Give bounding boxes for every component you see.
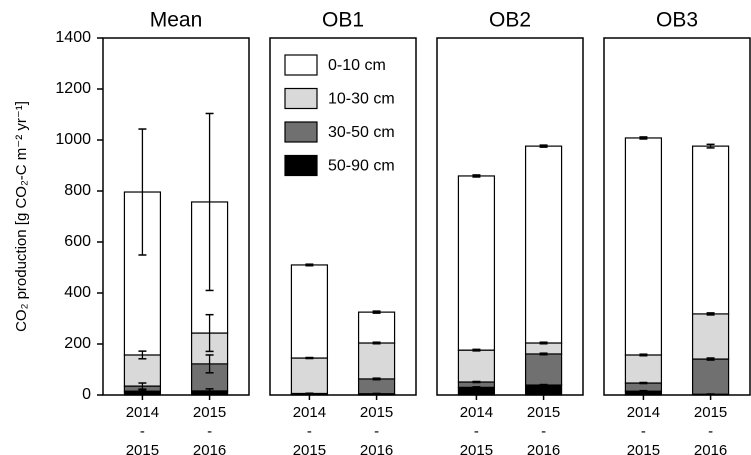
error-bar xyxy=(539,352,548,356)
bar-segment xyxy=(290,264,329,359)
bar-segment xyxy=(457,175,496,351)
y-tick-label: 600 xyxy=(64,233,91,250)
bar-segment xyxy=(123,354,162,387)
legend-swatch xyxy=(284,87,318,110)
error-bar xyxy=(639,136,648,140)
error-bar xyxy=(138,389,147,394)
error-bar xyxy=(372,310,381,314)
panel-frame xyxy=(269,37,417,396)
error-bar xyxy=(472,174,481,178)
legend-label: 50-90 cm xyxy=(328,158,395,175)
panel-frame xyxy=(102,37,250,396)
error-bar xyxy=(706,312,715,316)
error-bar xyxy=(305,356,314,360)
bar-segment xyxy=(524,353,563,386)
y-tick-label: 1400 xyxy=(55,29,91,46)
bar-segment xyxy=(357,342,396,380)
x-tick-label: 2014 -2015 xyxy=(627,404,660,455)
bar-segment xyxy=(524,342,563,355)
error-bar xyxy=(372,392,381,395)
y-tick-label: 200 xyxy=(64,335,91,352)
x-tick-label: 2015 -2016 xyxy=(193,404,226,455)
error-bar xyxy=(539,341,548,345)
bar-segment xyxy=(691,358,730,395)
error-bar xyxy=(305,392,314,395)
y-axis-label: CO₂ production [g CO₂-C m⁻² yr⁻¹] xyxy=(13,101,30,332)
legend-swatch xyxy=(284,121,318,143)
error-bar xyxy=(138,382,147,390)
error-bar xyxy=(205,354,214,374)
y-tick-label: 1200 xyxy=(55,80,91,97)
error-bar xyxy=(138,350,147,360)
x-tick-label: 2014 -2015 xyxy=(293,404,326,455)
bar-segment xyxy=(290,357,329,395)
legend-label: 30-50 cm xyxy=(328,124,395,141)
error-bar xyxy=(639,353,648,357)
bar-segment xyxy=(357,378,396,395)
x-tick-label: 2015 -2016 xyxy=(527,404,560,455)
legend-swatch xyxy=(284,54,318,76)
error-bar xyxy=(138,128,147,256)
panel-title: OB1 xyxy=(322,9,364,32)
legend-label: 10-30 cm xyxy=(328,91,395,108)
bar-segment xyxy=(624,137,663,356)
bar-segment xyxy=(691,145,730,315)
error-bar xyxy=(706,357,715,361)
error-bar xyxy=(472,380,481,384)
y-tick-label: 800 xyxy=(64,182,91,199)
bar-segment xyxy=(457,349,496,383)
panel-title: OB2 xyxy=(489,9,531,32)
panel-frame xyxy=(603,37,751,396)
error-bar xyxy=(305,263,314,267)
error-bar xyxy=(372,377,381,381)
bar-segment xyxy=(524,145,563,344)
panel-title: Mean xyxy=(150,9,203,32)
error-bar xyxy=(706,143,715,149)
x-tick-label: 2015 -2016 xyxy=(694,404,727,455)
y-tick-label: 0 xyxy=(82,386,91,403)
error-bar xyxy=(639,389,648,393)
error-bar xyxy=(539,144,548,148)
error-bar xyxy=(472,348,481,352)
error-bar xyxy=(205,313,214,353)
x-tick-label: 2014 -2015 xyxy=(460,404,493,455)
legend-swatch xyxy=(284,154,318,177)
error-bar xyxy=(205,112,214,292)
bar-segment xyxy=(624,354,663,384)
error-bar xyxy=(472,386,481,389)
bar-segment xyxy=(357,311,396,344)
error-bar xyxy=(539,383,548,387)
legend-label: 0-10 cm xyxy=(328,57,386,74)
panel-frame xyxy=(436,37,584,396)
bar-segment xyxy=(524,384,563,396)
error-bar xyxy=(372,341,381,345)
x-tick-label: 2014 -2015 xyxy=(126,404,159,455)
y-tick-label: 1000 xyxy=(55,131,91,148)
error-bar xyxy=(639,381,648,385)
x-tick-label: 2015 -2016 xyxy=(360,404,393,455)
error-bar xyxy=(205,388,214,394)
panel-title: OB3 xyxy=(656,9,698,32)
bar-segment xyxy=(691,313,730,360)
y-tick-label: 400 xyxy=(64,284,91,301)
